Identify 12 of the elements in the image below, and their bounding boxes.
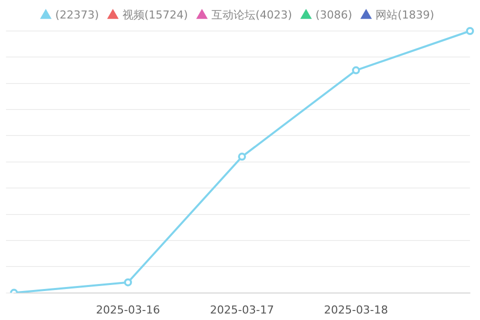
- point: [466, 27, 474, 35]
- legend-label: (3086): [316, 8, 352, 22]
- legend-label: 互动论坛(4023): [211, 8, 292, 22]
- legend-label: (22373): [55, 8, 99, 22]
- legend-label: 视频(15724): [122, 8, 188, 22]
- x-tick-label: 2025-03-16: [96, 303, 160, 316]
- x-tick-label: 2025-03-17: [210, 303, 274, 316]
- legend-label: 网站(1839): [376, 8, 434, 22]
- point: [352, 66, 360, 74]
- point: [124, 278, 132, 286]
- point: [238, 152, 246, 161]
- x-tick-label: 2025-03-18: [324, 303, 388, 316]
